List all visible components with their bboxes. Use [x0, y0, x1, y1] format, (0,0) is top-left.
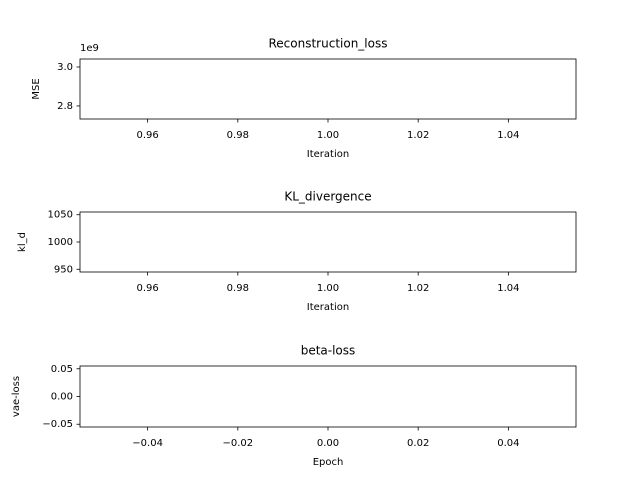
- x-tick-label: 0.96: [137, 283, 159, 294]
- y-tick-label: 0.00: [51, 392, 73, 403]
- x-tick-label: 1.00: [317, 130, 339, 141]
- y-tick-label: 3.0: [57, 62, 73, 73]
- y-tick-label: 1000: [48, 237, 73, 248]
- y-tick-label: 1050: [48, 210, 73, 221]
- x-axis-label: Iteration: [307, 149, 349, 160]
- x-tick-label: 1.02: [407, 283, 429, 294]
- x-axis-label: Iteration: [307, 302, 349, 313]
- x-tick-label: 1.04: [497, 283, 519, 294]
- y-axis-label: vae-loss: [11, 376, 22, 417]
- y-axis-label: MSE: [31, 78, 42, 99]
- x-axis-label: Epoch: [313, 457, 344, 468]
- axes-frame: [79, 58, 577, 120]
- x-tick-label: 0.96: [137, 130, 159, 141]
- y-tick-label: 0.05: [51, 364, 73, 375]
- y-axis-label: kl_d: [17, 232, 28, 252]
- y-tick-label: −0.05: [42, 419, 73, 430]
- y-tick-label: 950: [54, 264, 73, 275]
- y-tick-label: 2.8: [57, 101, 73, 112]
- x-tick-label: 1.02: [407, 130, 429, 141]
- subplot-title: Reconstruction_loss: [269, 37, 388, 51]
- x-tick-label: 0.98: [227, 130, 249, 141]
- x-tick-label: 0.02: [407, 438, 429, 449]
- x-tick-label: 1.04: [497, 130, 519, 141]
- x-tick-label: 0.04: [497, 438, 519, 449]
- subplot-title: beta-loss: [301, 344, 356, 358]
- axes-frame: [79, 365, 577, 428]
- x-tick-label: 0.98: [227, 283, 249, 294]
- subplot-title: KL_divergence: [284, 190, 371, 204]
- x-tick-label: −0.04: [132, 438, 163, 449]
- x-tick-label: 0.00: [317, 438, 339, 449]
- x-tick-label: 1.00: [317, 283, 339, 294]
- x-tick-label: −0.02: [222, 438, 253, 449]
- y-offset-text: 1e9: [80, 43, 99, 54]
- axes-frame: [79, 211, 577, 273]
